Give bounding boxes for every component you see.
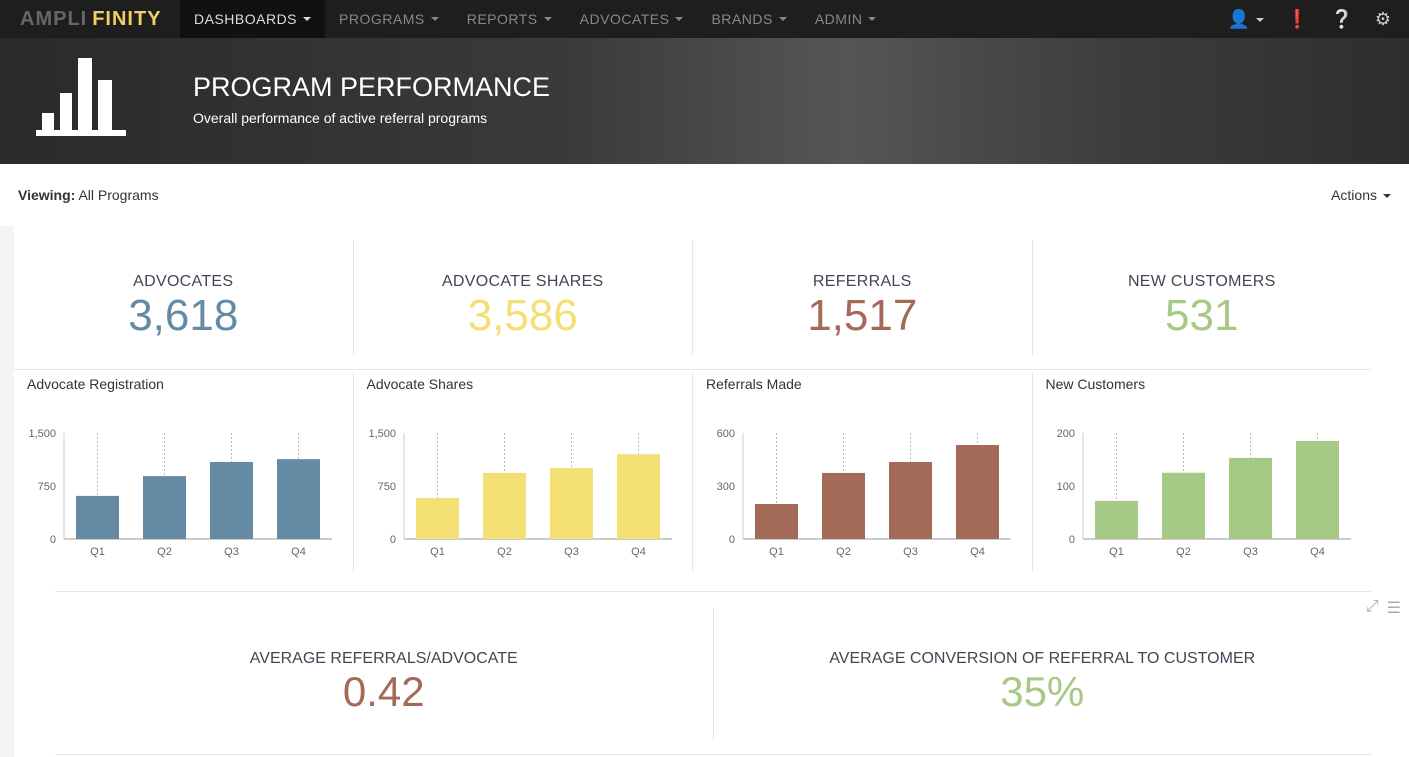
chart-new-customers: New Customers 0 100 200 Q1 Q2 Q3 Q4 bbox=[1033, 372, 1372, 572]
x-tick-label: Q1 bbox=[430, 546, 445, 558]
x-tick-label: Q3 bbox=[224, 546, 239, 558]
y-tick-label: 200 bbox=[1056, 428, 1074, 440]
x-tick-label: Q2 bbox=[497, 546, 512, 558]
nav-programs[interactable]: PROGRAMS bbox=[325, 0, 453, 38]
bar-q3 bbox=[549, 467, 593, 539]
expand-icon[interactable]: ⤢ bbox=[1365, 598, 1379, 615]
x-tick-label: Q1 bbox=[1109, 546, 1124, 558]
avg-referrals-per-advocate: AVERAGE REFERRALS/ADVOCATE 0.42 bbox=[55, 608, 714, 740]
kpi-advocate-shares: ADVOCATE SHARES 3,586 bbox=[354, 240, 693, 355]
bar-q4 bbox=[616, 454, 660, 539]
x-tick-label: Q1 bbox=[90, 546, 105, 558]
y-tick-label: 0 bbox=[389, 534, 395, 546]
x-tick-label: Q2 bbox=[836, 546, 851, 558]
x-tick-label: Q2 bbox=[1176, 546, 1191, 558]
bar-q1 bbox=[755, 504, 798, 539]
nav-brands[interactable]: BRANDS bbox=[697, 0, 800, 38]
bar-q3 bbox=[1228, 457, 1272, 539]
kpi-advocates: ADVOCATES 3,618 bbox=[14, 240, 354, 355]
x-tick-label: Q4 bbox=[970, 546, 985, 558]
bar-q3 bbox=[210, 461, 253, 539]
bar-chart-icon bbox=[36, 58, 126, 136]
nav-reports[interactable]: REPORTS bbox=[453, 0, 566, 38]
kpi-referrals: REFERRALS 1,517 bbox=[693, 240, 1033, 355]
bar-q3 bbox=[889, 461, 932, 539]
bar-q4 bbox=[956, 445, 999, 539]
y-tick-label: 1,500 bbox=[28, 428, 56, 440]
top-nav: AMPLI FINITY DASHBOARDS PROGRAMS REPORTS … bbox=[0, 0, 1409, 38]
y-tick-label: 0 bbox=[50, 534, 56, 546]
x-tick-label: Q3 bbox=[1243, 546, 1258, 558]
x-tick-label: Q1 bbox=[769, 546, 784, 558]
nav-advocates[interactable]: ADVOCATES bbox=[566, 0, 698, 38]
user-menu-icon[interactable]: 👤 bbox=[1228, 9, 1265, 30]
y-tick-label: 1,500 bbox=[368, 428, 396, 440]
actions-button[interactable]: Actions bbox=[1331, 187, 1391, 203]
page-banner: PROGRAM PERFORMANCE Overall performance … bbox=[0, 38, 1409, 164]
nav-dashboards[interactable]: DASHBOARDS bbox=[180, 0, 326, 38]
logo[interactable]: AMPLI FINITY bbox=[20, 7, 162, 30]
y-tick-label: 750 bbox=[377, 481, 395, 493]
avg-conversion-rate: AVERAGE CONVERSION OF REFERRAL TO CUSTOM… bbox=[829, 650, 1256, 715]
chart-advocate-shares: Advocate Shares 0 750 1,500 Q1 Q2 Q3 Q4 bbox=[354, 372, 693, 572]
bar-q4 bbox=[277, 459, 320, 539]
bar-q2 bbox=[822, 472, 865, 539]
bar-q2 bbox=[143, 476, 186, 539]
y-tick-label: 0 bbox=[1068, 534, 1074, 546]
alert-icon[interactable]: ❗ bbox=[1286, 8, 1309, 29]
y-tick-label: 750 bbox=[38, 481, 56, 493]
y-tick-label: 100 bbox=[1056, 481, 1074, 493]
kpi-new-customers: NEW CUSTOMERS 531 bbox=[1127, 273, 1276, 340]
nav-admin[interactable]: ADMIN bbox=[801, 0, 891, 38]
viewing-filter[interactable]: Viewing: All Programs bbox=[18, 187, 159, 203]
help-icon[interactable]: ❔ bbox=[1330, 8, 1353, 29]
x-tick-label: Q3 bbox=[903, 546, 918, 558]
menu-icon[interactable]: ☰ bbox=[1386, 600, 1401, 617]
bar-q2 bbox=[1161, 472, 1205, 539]
y-tick-label: 0 bbox=[729, 534, 735, 546]
bar-q1 bbox=[1094, 500, 1138, 539]
x-tick-label: Q2 bbox=[157, 546, 172, 558]
chart-advocate-registration: Advocate Registration 0 750 1,500 Q1 Q2 Q3 Q4 bbox=[14, 372, 354, 572]
x-tick-label: Q3 bbox=[564, 546, 579, 558]
gear-icon[interactable]: ⚙ bbox=[1374, 8, 1391, 29]
bar-q2 bbox=[482, 472, 526, 539]
x-tick-label: Q4 bbox=[1310, 546, 1325, 558]
y-tick-label: 600 bbox=[717, 428, 735, 440]
bar-q1 bbox=[415, 498, 459, 539]
x-tick-label: Q4 bbox=[291, 546, 306, 558]
bar-q1 bbox=[76, 495, 119, 539]
x-tick-label: Q4 bbox=[631, 546, 646, 558]
bar-q4 bbox=[1295, 440, 1339, 539]
y-tick-label: 300 bbox=[717, 481, 735, 493]
chart-referrals-made: Referrals Made 0 300 600 Q1 Q2 Q3 Q4 bbox=[693, 372, 1033, 572]
page-title: PROGRAM PERFORMANCE bbox=[193, 72, 551, 102]
page-subtitle: Overall performance of active referral p… bbox=[193, 110, 488, 126]
